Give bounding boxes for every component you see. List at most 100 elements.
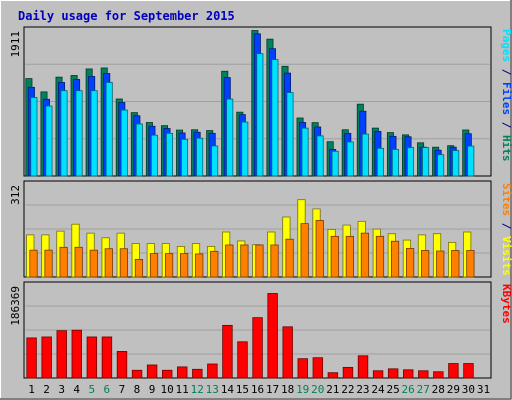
visits-sites-bar-sites xyxy=(119,248,128,278)
visits-sites-legend-entry: Visits xyxy=(500,236,512,276)
visits-sites-bar-sites xyxy=(360,232,370,278)
x-tick-label: 9 xyxy=(149,383,156,396)
visits-sites-bar-sites xyxy=(466,250,475,278)
visits-sites-bar-sites xyxy=(285,238,294,278)
visits-sites-bar-sites xyxy=(74,246,83,278)
visits-sites-bar-sites xyxy=(240,244,249,278)
x-tick-label: 21 xyxy=(326,383,339,396)
hits-files-pages-legend-entry: / xyxy=(500,62,512,82)
visits-sites-bar-sites xyxy=(29,249,38,278)
hits-files-pages-bar-pages xyxy=(331,150,339,177)
visits-sites-bar-sites xyxy=(436,250,445,278)
x-tick-label: 7 xyxy=(119,383,126,396)
hits-files-pages-bar-pages xyxy=(120,109,128,177)
x-tick-label: 10 xyxy=(160,383,173,396)
hits-files-pages-bar-pages xyxy=(316,135,324,177)
hits-files-pages-bar-pages xyxy=(165,132,173,177)
x-tick-label: 20 xyxy=(311,383,324,396)
kbytes-bar-kbytes xyxy=(192,368,203,379)
kbytes-bar-kbytes xyxy=(146,364,158,379)
kbytes-bar-kbytes xyxy=(282,326,293,379)
hits-files-pages-bar-pages xyxy=(90,90,98,177)
x-tick-label: 28 xyxy=(432,383,445,396)
x-tick-label: 29 xyxy=(447,383,460,396)
hits-files-pages-bar-pages xyxy=(422,147,430,177)
visits-sites-bar-sites xyxy=(406,248,415,278)
visits-sites-bar-sites xyxy=(195,253,204,278)
hits-files-pages-bar-pages xyxy=(346,141,354,177)
kbytes-bar-kbytes xyxy=(403,369,414,379)
kbytes-bar-kbytes xyxy=(267,293,278,379)
hits-files-pages-bar-pages xyxy=(286,92,294,177)
visits-sites-bar-sites xyxy=(345,235,354,278)
hits-files-pages-bar-pages xyxy=(452,150,460,177)
x-tick-label: 19 xyxy=(296,383,309,396)
visits-sites-max-label: 312 xyxy=(9,185,22,205)
x-tick-label: 6 xyxy=(104,383,111,396)
x-tick-label: 18 xyxy=(281,383,294,396)
hits-files-pages-bar-pages xyxy=(301,127,309,177)
hits-files-pages-bar-pages xyxy=(467,145,475,177)
visits-sites-bar-sites xyxy=(164,253,174,278)
x-tick-label: 30 xyxy=(462,383,475,396)
hits-files-pages-bar-pages xyxy=(226,98,234,177)
x-tick-label: 27 xyxy=(417,383,430,396)
visits-sites-bar-sites xyxy=(315,220,324,278)
kbytes-bar-kbytes xyxy=(297,358,308,379)
visits-sites-bar-sites xyxy=(59,246,68,278)
kbytes-bar-kbytes xyxy=(252,317,263,379)
hits-files-pages-bar-pages xyxy=(30,97,38,177)
x-tick-label: 1 xyxy=(28,383,35,396)
visits-sites-bar-sites xyxy=(225,244,234,278)
x-tick-label: 15 xyxy=(236,383,249,396)
kbytes-bar-kbytes xyxy=(116,351,128,379)
x-tick-label: 31 xyxy=(477,383,490,396)
hits-files-pages-bar-pages xyxy=(181,138,189,177)
visits-sites-bar-sites xyxy=(300,223,309,278)
x-axis-labels: 1 2 3 4 5 6 7 8 9 10 11 12 13 14 15 16 17 18 19 20 21 22 23 24 2… xyxy=(28,383,490,396)
kbytes-legend-entry: KBytes xyxy=(500,284,512,324)
hits-files-pages-bar-pages xyxy=(437,154,445,177)
kbytes-bar-kbytes xyxy=(418,370,429,379)
x-tick-label: 24 xyxy=(371,383,385,396)
kbytes-bar-kbytes xyxy=(101,336,113,379)
visits-sites-bar-sites xyxy=(44,249,53,278)
visits-sites-bar-sites xyxy=(375,235,385,278)
hits-files-pages-legend-entry: Files xyxy=(500,82,512,115)
visits-sites-bar-sites xyxy=(330,235,339,278)
visits-sites-legend: Sites / Visits xyxy=(500,183,512,276)
visits-sites-bar-sites xyxy=(134,259,144,278)
x-tick-label: 17 xyxy=(266,383,279,396)
x-tick-label: 22 xyxy=(341,383,354,396)
kbytes-bar-kbytes xyxy=(177,366,188,379)
visits-sites-bar-sites xyxy=(270,244,279,278)
kbytes-bar-kbytes xyxy=(161,369,173,379)
kbytes-bar-kbytes xyxy=(237,341,248,379)
hits-files-pages-bar-pages xyxy=(271,59,279,177)
hits-files-pages-bar-pages xyxy=(241,121,249,177)
hits-files-pages-bar-pages xyxy=(45,105,53,177)
x-tick-label: 13 xyxy=(206,383,219,396)
chart-panels: 1911 Pages / Files / Hits 312 Sites / Visit… xyxy=(9,26,512,379)
visits-sites-bar-sites xyxy=(149,253,159,278)
kbytes-bar-kbytes xyxy=(131,369,143,379)
hits-files-pages-legend-entry: / xyxy=(500,115,512,135)
visits-sites-bar-sites xyxy=(210,250,219,278)
kbytes-bar-kbytes xyxy=(207,363,218,379)
visits-sites-legend-entry: Sites xyxy=(500,183,512,216)
hits-files-pages-bar-pages xyxy=(60,90,68,177)
kbytes-legend: KBytes xyxy=(500,284,512,324)
x-tick-label: 16 xyxy=(251,383,264,396)
x-tick-label: 14 xyxy=(221,383,235,396)
hits-files-pages-bar-pages xyxy=(150,134,158,177)
chart-title: Daily usage for September 2015 xyxy=(18,9,235,23)
visits-sites-bar-sites xyxy=(421,250,430,278)
kbytes-bar-kbytes xyxy=(433,371,444,379)
hits-files-pages-bar-pages xyxy=(407,147,415,177)
x-tick-label: 8 xyxy=(134,383,141,396)
x-tick-label: 3 xyxy=(58,383,65,396)
x-tick-label: 12 xyxy=(191,383,204,396)
hits-files-pages-bar-pages xyxy=(256,53,264,177)
hits-files-pages-bar-pages xyxy=(211,145,219,177)
